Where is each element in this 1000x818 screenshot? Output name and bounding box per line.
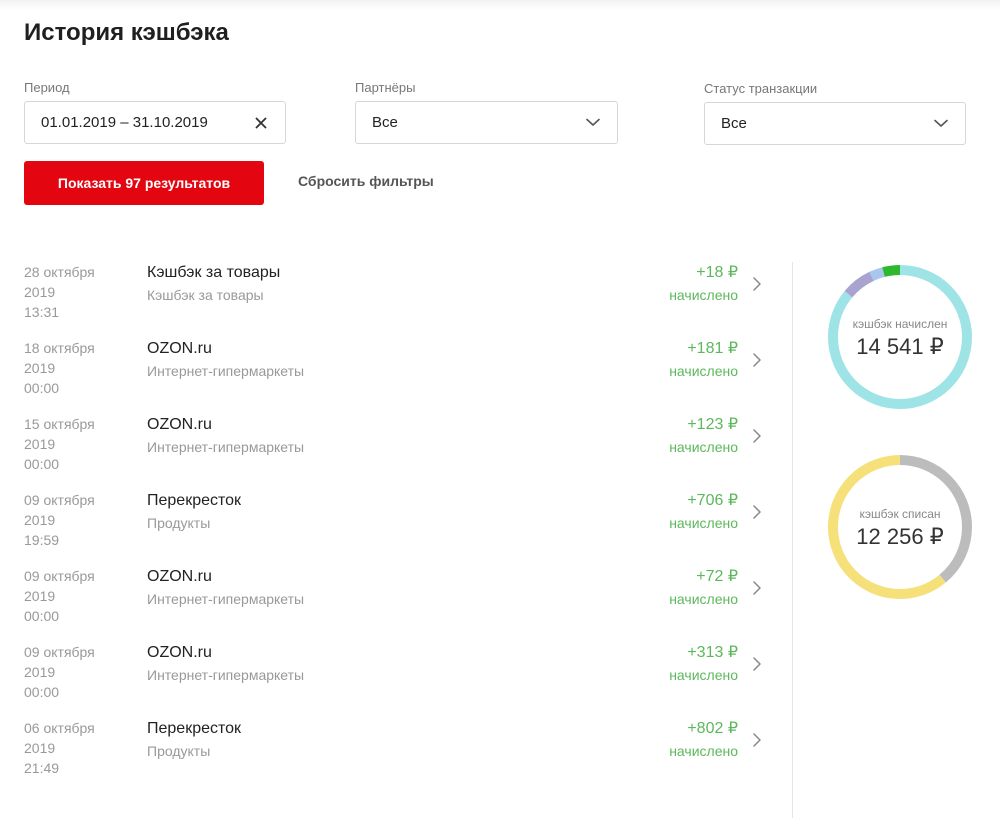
chevron-right-icon bbox=[753, 733, 761, 747]
reset-filters-button[interactable]: Сбросить фильтры bbox=[298, 173, 434, 189]
partner-category: Кэшбэк за товары bbox=[147, 287, 264, 303]
transaction-row[interactable]: 18 октября 2019 00:00 OZON.ru Интернет-г… bbox=[0, 338, 790, 414]
date-time: 00:00 bbox=[24, 456, 60, 472]
cashback-amount: +313 ₽ bbox=[687, 644, 738, 661]
transaction-row[interactable]: 15 октября 2019 00:00 OZON.ru Интернет-г… bbox=[0, 414, 790, 490]
transaction-row[interactable]: 09 октября 2019 00:00 OZON.ru Интернет-г… bbox=[0, 566, 790, 642]
donut-segment bbox=[828, 265, 972, 409]
accrued-value: 14 541 ₽ bbox=[856, 334, 944, 359]
transaction-date: 09 октября 2019 00:00 bbox=[24, 566, 134, 626]
partner-category: Интернет-гипермаркеты bbox=[147, 667, 305, 683]
partners-select[interactable]: Все bbox=[355, 101, 618, 144]
date-year: 2019 bbox=[24, 436, 56, 452]
status-value: Все bbox=[721, 115, 747, 132]
transaction-row[interactable]: 09 октября 2019 00:00 OZON.ru Интернет-г… bbox=[0, 642, 790, 718]
partners-label: Партнёры bbox=[355, 80, 416, 95]
partner-name: Перекресток bbox=[147, 492, 242, 509]
spent-donut: кэшбэк списан 12 256 ₽ bbox=[826, 453, 974, 601]
accrued-donut-chart bbox=[828, 265, 972, 409]
chevron-right-icon bbox=[753, 429, 761, 443]
cashback-amount: +181 ₽ bbox=[687, 340, 738, 357]
cashback-status: начислено bbox=[669, 439, 738, 455]
transaction-row[interactable]: 09 октября 2019 19:59 Перекресток Продук… bbox=[0, 490, 790, 566]
spent-value: 12 256 ₽ bbox=[856, 524, 944, 549]
chevron-right-icon bbox=[753, 581, 761, 595]
cashback-amount: +18 ₽ bbox=[696, 264, 738, 281]
period-label: Период bbox=[24, 80, 70, 95]
chevron-right-icon bbox=[753, 505, 761, 519]
transaction-date: 09 октября 2019 19:59 bbox=[24, 490, 134, 550]
cashback-amount: +123 ₽ bbox=[687, 416, 738, 433]
accrued-label: кэшбэк начислен bbox=[852, 317, 948, 331]
date-day: 09 октября bbox=[24, 492, 95, 508]
period-field[interactable]: 01.01.2019 – 31.10.2019 bbox=[24, 101, 286, 144]
transaction-date: 09 октября 2019 00:00 bbox=[24, 642, 134, 702]
status-label: Статус транзакции bbox=[704, 81, 818, 96]
partners-value: Все bbox=[372, 114, 398, 131]
date-day: 06 октября bbox=[24, 720, 95, 736]
partner-name: Кэшбэк за товары bbox=[147, 264, 281, 281]
date-day: 28 октября bbox=[24, 264, 95, 280]
partner-name: OZON.ru bbox=[147, 568, 212, 585]
chevron-right-icon bbox=[753, 657, 761, 671]
partner-category: Продукты bbox=[147, 743, 211, 759]
partner-name: OZON.ru bbox=[147, 340, 212, 357]
date-day: 15 октября bbox=[24, 416, 95, 432]
partner-category: Продукты bbox=[147, 515, 211, 531]
status-select[interactable]: Все bbox=[704, 102, 966, 145]
date-year: 2019 bbox=[24, 588, 56, 604]
spent-label: кэшбэк списан bbox=[859, 507, 941, 521]
column-divider bbox=[792, 262, 793, 818]
date-time: 21:49 bbox=[24, 760, 60, 776]
date-year: 2019 bbox=[24, 284, 56, 300]
cashback-status: начислено bbox=[669, 667, 738, 683]
partner-name: Перекресток bbox=[147, 720, 242, 737]
period-value: 01.01.2019 – 31.10.2019 bbox=[41, 114, 208, 131]
donut-segment bbox=[828, 455, 972, 599]
transaction-row[interactable]: 28 октября 2019 13:31 Кэшбэк за товары К… bbox=[0, 262, 790, 338]
partner-name: OZON.ru bbox=[147, 644, 212, 661]
date-time: 00:00 bbox=[24, 684, 60, 700]
chevron-down-icon bbox=[585, 115, 601, 131]
date-time: 13:31 bbox=[24, 304, 60, 320]
show-results-button[interactable]: Показать 97 результатов bbox=[24, 161, 264, 205]
date-time: 00:00 bbox=[24, 608, 60, 624]
cashback-status: начислено bbox=[669, 743, 738, 759]
accrued-donut: кэшбэк начислен 14 541 ₽ bbox=[826, 263, 974, 411]
partner-category: Интернет-гипермаркеты bbox=[147, 439, 305, 455]
date-time: 00:00 bbox=[24, 380, 60, 396]
date-year: 2019 bbox=[24, 360, 56, 376]
date-time: 19:59 bbox=[24, 532, 60, 548]
date-day: 09 октября bbox=[24, 644, 95, 660]
cashback-amount: +72 ₽ bbox=[696, 568, 738, 585]
cashback-status: начислено bbox=[669, 287, 738, 303]
cashback-status: начислено bbox=[669, 591, 738, 607]
cashback-amount: +706 ₽ bbox=[687, 492, 738, 509]
transaction-date: 18 октября 2019 00:00 bbox=[24, 338, 134, 398]
chevron-down-icon bbox=[933, 116, 949, 132]
date-day: 18 октября bbox=[24, 340, 95, 356]
date-day: 09 октября bbox=[24, 568, 95, 584]
date-year: 2019 bbox=[24, 512, 56, 528]
cashback-status: начислено bbox=[669, 515, 738, 531]
spent-donut-chart bbox=[828, 455, 972, 599]
chevron-right-icon bbox=[753, 353, 761, 367]
page-title: История кэшбэка bbox=[24, 19, 229, 46]
top-shadow bbox=[0, 0, 1000, 10]
chevron-right-icon bbox=[753, 277, 761, 291]
transaction-row[interactable]: 06 октября 2019 21:49 Перекресток Продук… bbox=[0, 718, 790, 794]
partner-category: Интернет-гипермаркеты bbox=[147, 363, 305, 379]
partner-name: OZON.ru bbox=[147, 416, 212, 433]
cashback-status: начислено bbox=[669, 363, 738, 379]
date-year: 2019 bbox=[24, 664, 56, 680]
date-year: 2019 bbox=[24, 740, 56, 756]
transaction-date: 06 октября 2019 21:49 bbox=[24, 718, 134, 778]
transaction-date: 15 октября 2019 00:00 bbox=[24, 414, 134, 474]
partner-category: Интернет-гипермаркеты bbox=[147, 591, 305, 607]
close-icon[interactable] bbox=[253, 115, 269, 131]
transaction-date: 28 октября 2019 13:31 bbox=[24, 262, 134, 322]
cashback-amount: +802 ₽ bbox=[687, 720, 738, 737]
